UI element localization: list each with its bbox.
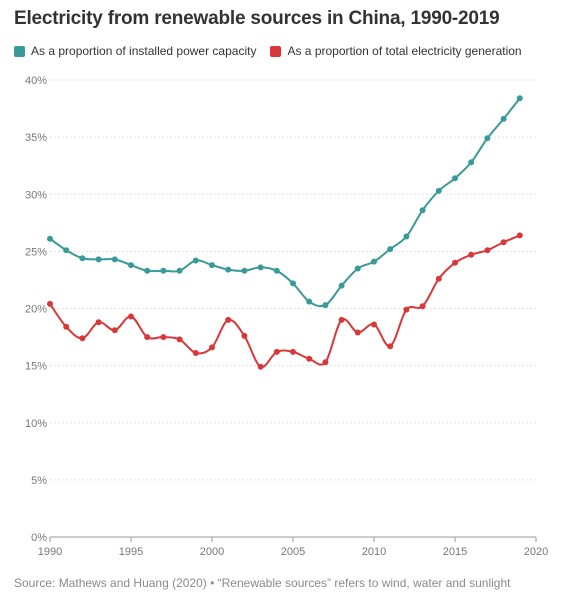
data-point-generation — [290, 348, 296, 355]
data-point-capacity — [387, 246, 394, 253]
data-point-capacity — [111, 256, 118, 263]
data-point-capacity — [79, 255, 86, 262]
data-point-generation — [484, 247, 491, 254]
legend-item-generation: As a proportion of total electricity gen… — [270, 44, 522, 58]
x-tick-label: 2000 — [200, 546, 224, 558]
data-point-capacity — [354, 265, 361, 272]
data-point-capacity — [241, 267, 248, 274]
data-point-generation — [387, 343, 394, 350]
data-point-capacity — [484, 135, 491, 142]
data-point-generation — [160, 334, 167, 341]
data-point-generation — [403, 306, 410, 313]
data-point-generation — [273, 348, 280, 355]
data-point-capacity — [468, 159, 475, 166]
data-point-capacity — [128, 262, 134, 269]
source-note: Source: Mathews and Huang (2020) • “Rene… — [14, 576, 511, 590]
data-point-generation — [306, 355, 313, 362]
x-tick-label: 1990 — [38, 546, 62, 558]
data-point-generation — [371, 321, 377, 328]
data-point-generation — [209, 344, 215, 351]
legend-label-capacity: As a proportion of installed power capac… — [31, 44, 257, 58]
y-tick-label: 25% — [25, 246, 47, 258]
data-point-capacity — [435, 187, 442, 194]
series-line-capacity — [49, 97, 521, 308]
data-point-capacity — [452, 175, 458, 182]
data-point-generation — [79, 335, 86, 342]
data-point-generation — [144, 334, 151, 341]
data-point-capacity — [306, 298, 313, 305]
data-point-generation — [128, 313, 134, 320]
legend-swatch-capacity — [14, 45, 25, 57]
x-tick-label: 2020 — [524, 546, 548, 558]
data-point-capacity — [273, 267, 280, 274]
x-tick-label: 2010 — [362, 546, 386, 558]
data-point-capacity — [500, 115, 507, 122]
legend-swatch-generation — [270, 45, 282, 57]
data-point-capacity — [290, 280, 296, 287]
data-point-capacity — [516, 95, 523, 102]
data-point-capacity — [176, 267, 183, 274]
y-tick-label: 0% — [31, 532, 47, 544]
data-point-capacity — [144, 267, 151, 274]
data-point-capacity — [160, 267, 167, 274]
y-tick-label: 40% — [25, 75, 47, 87]
y-tick-label: 20% — [25, 304, 47, 316]
y-tick-label: 30% — [25, 189, 47, 201]
data-point-generation — [111, 327, 118, 334]
series-line-generation — [49, 234, 521, 368]
data-point-capacity — [257, 264, 264, 271]
y-tick-label: 5% — [31, 475, 47, 487]
chart-title: Electricity from renewable sources in Ch… — [14, 8, 500, 29]
data-point-capacity — [338, 282, 345, 289]
data-point-capacity — [371, 258, 377, 265]
data-point-generation — [176, 336, 183, 343]
legend-label-generation: As a proportion of total electricity gen… — [287, 44, 522, 58]
data-point-capacity — [403, 233, 410, 240]
data-point-capacity — [225, 266, 232, 273]
data-point-capacity — [209, 262, 215, 269]
data-point-capacity — [419, 207, 426, 214]
data-point-capacity — [47, 235, 53, 242]
y-tick-label: 15% — [25, 361, 47, 373]
y-tick-label: 35% — [25, 132, 47, 144]
data-point-generation — [452, 259, 458, 266]
x-tick-label: 2005 — [281, 546, 305, 558]
legend-item-capacity: As a proportion of installed power capac… — [14, 44, 256, 58]
legend: As a proportion of installed power capac… — [14, 44, 522, 58]
data-point-generation — [241, 332, 248, 339]
data-point-generation — [95, 319, 102, 326]
data-point-capacity — [95, 256, 102, 263]
data-point-generation — [516, 232, 523, 239]
data-point-generation — [192, 350, 199, 357]
data-point-generation — [435, 275, 442, 282]
y-tick-label: 10% — [25, 418, 47, 430]
x-tick-label: 1995 — [119, 546, 143, 558]
data-point-generation — [468, 251, 475, 258]
data-point-generation — [63, 323, 70, 330]
data-point-generation — [322, 359, 329, 366]
data-point-capacity — [192, 257, 199, 264]
x-tick-label: 2015 — [443, 546, 467, 558]
data-point-generation — [225, 316, 232, 323]
data-point-capacity — [63, 247, 70, 254]
data-point-generation — [257, 363, 264, 370]
data-point-generation — [419, 303, 426, 310]
data-point-capacity — [322, 302, 329, 309]
data-point-generation — [354, 329, 361, 336]
data-point-generation — [47, 300, 53, 307]
data-point-generation — [500, 239, 507, 246]
data-point-generation — [338, 316, 345, 323]
